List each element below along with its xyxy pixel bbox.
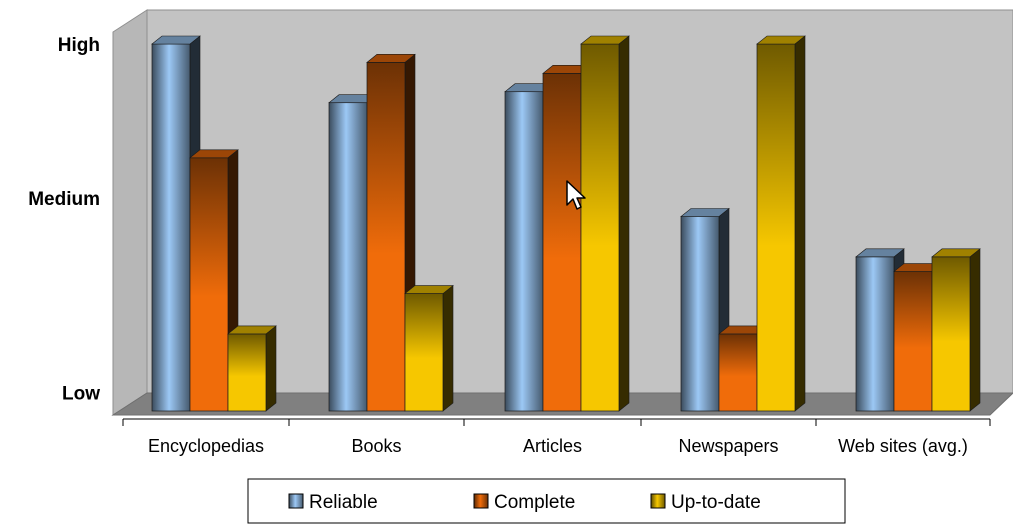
legend-box xyxy=(247,478,846,524)
x-tick-label: Articles xyxy=(523,436,582,456)
bar-up-to-date-1 xyxy=(404,284,454,412)
y-tick-label: Low xyxy=(62,384,100,405)
legend-label: Reliable xyxy=(309,492,378,513)
bar-up-to-date-2 xyxy=(580,35,630,412)
legend-item-up-to-date: Up-to-date xyxy=(650,492,761,513)
mouse-cursor-icon xyxy=(566,180,586,210)
legend-item-complete: Complete xyxy=(473,492,575,513)
x-axis: Encyclopedias Books Articles Newspapers Web … xyxy=(122,418,991,456)
legend-label: Up-to-date xyxy=(671,492,761,513)
bar-up-to-date-0 xyxy=(227,325,277,412)
bar-up-to-date-4 xyxy=(931,248,981,412)
bar-complete-2 xyxy=(542,64,592,412)
legend-swatch xyxy=(650,493,666,509)
legend-item-reliable: Reliable xyxy=(288,492,378,513)
y-tick-label: High xyxy=(58,35,100,56)
x-tick-label: Newspapers xyxy=(678,436,778,456)
y-tick-label: Medium xyxy=(28,189,100,210)
side-wall xyxy=(112,9,148,416)
x-tick-label: Encyclopedias xyxy=(148,436,264,456)
y-axis: High Medium Low xyxy=(28,35,100,405)
legend: Reliable Complete Up-to-date xyxy=(247,478,846,524)
bar-up-to-date-3 xyxy=(756,35,806,412)
x-tick-label: Books xyxy=(351,436,401,456)
legend-swatch xyxy=(288,493,304,509)
legend-swatch xyxy=(473,493,489,509)
bars xyxy=(151,35,981,412)
x-tick-label: Web sites (avg.) xyxy=(838,436,968,456)
legend-label: Complete xyxy=(494,492,575,513)
